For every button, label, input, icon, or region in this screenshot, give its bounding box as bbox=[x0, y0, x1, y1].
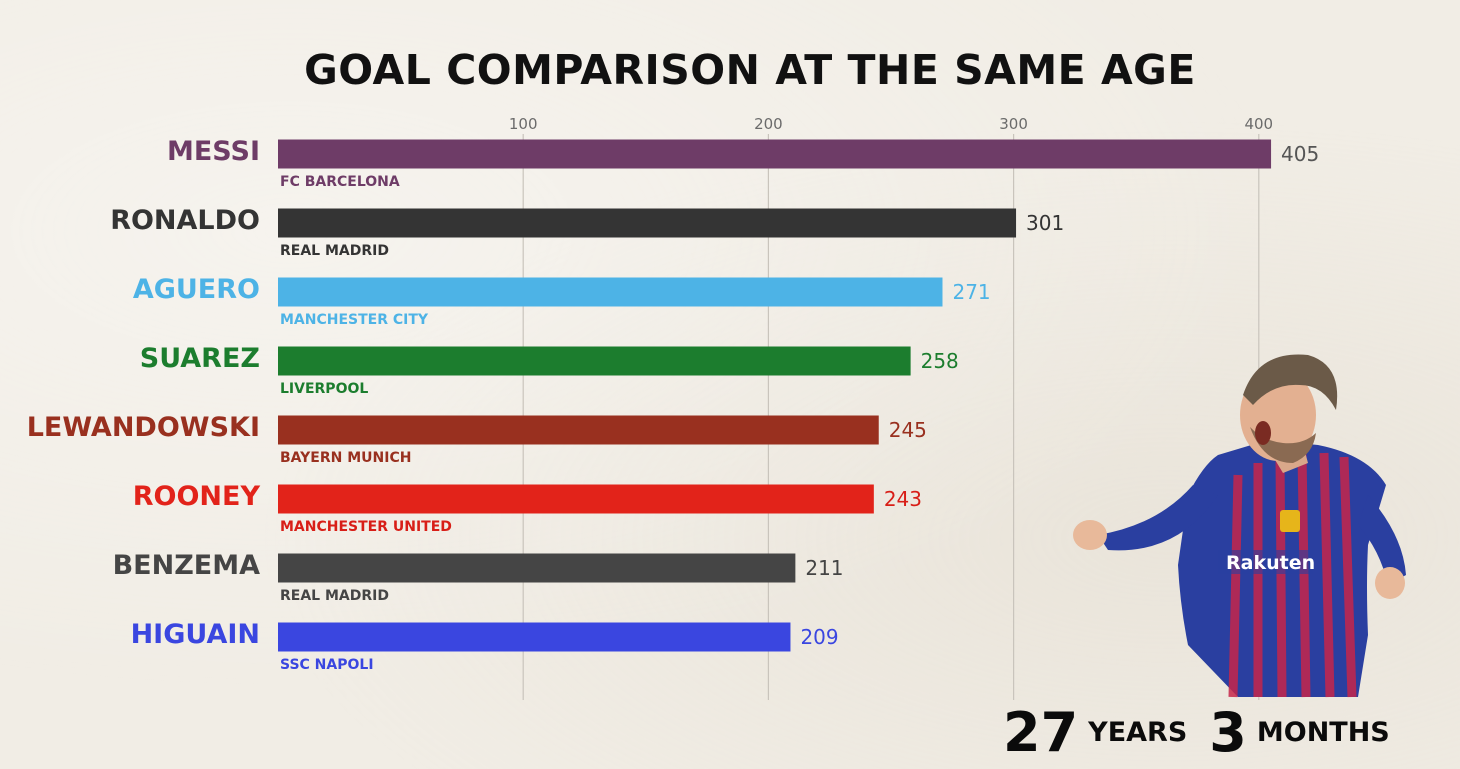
club-name-label: REAL MADRID bbox=[280, 588, 389, 604]
bar-value-label: 258 bbox=[920, 349, 959, 373]
bar-value-label: 245 bbox=[888, 418, 927, 442]
club-name-label: FC BARCELONA bbox=[280, 174, 400, 190]
club-name-label: MANCHESTER UNITED bbox=[280, 519, 452, 535]
club-name-label: BAYERN MUNICH bbox=[280, 450, 412, 466]
player-name-label: BENZEMA bbox=[112, 550, 260, 581]
svg-text:Rakuten: Rakuten bbox=[1226, 552, 1315, 574]
player-name-label: HIGUAIN bbox=[130, 619, 260, 650]
x-tick-label: 100 bbox=[509, 115, 538, 133]
player-photo-icon: Rakuten bbox=[1073, 354, 1406, 698]
bar-messi bbox=[278, 139, 1272, 169]
bar-benzema bbox=[278, 553, 796, 583]
x-tick-label: 400 bbox=[1244, 115, 1273, 133]
bar-value-label: 405 bbox=[1281, 142, 1320, 166]
player-name-label: MESSI bbox=[166, 136, 260, 167]
bar-value-label: 301 bbox=[1026, 211, 1065, 235]
player-name-label: SUAREZ bbox=[139, 343, 260, 374]
bar-value-label: 243 bbox=[883, 487, 923, 511]
bar-rooney bbox=[278, 484, 874, 514]
x-tick-label: 200 bbox=[754, 115, 783, 133]
age-months-label: MONTHS bbox=[1256, 717, 1390, 748]
age-years-value: 27 bbox=[1003, 701, 1079, 764]
bar-value-label: 211 bbox=[805, 556, 844, 580]
age-display: 27 YEARS 3 MONTHS bbox=[1003, 700, 1412, 766]
bar-lewandowski bbox=[278, 415, 879, 445]
bar-value-label: 271 bbox=[952, 280, 991, 304]
chart-title: GOAL COMPARISON AT THE SAME AGE bbox=[304, 46, 1196, 94]
age-months-value: 3 bbox=[1209, 701, 1247, 764]
club-name-label: REAL MADRID bbox=[280, 243, 389, 259]
bar-aguero bbox=[278, 277, 943, 307]
club-name-label: LIVERPOOL bbox=[280, 381, 369, 397]
player-name-label: AGUERO bbox=[132, 274, 260, 305]
bar-suarez bbox=[278, 346, 911, 376]
player-name-label: RONALDO bbox=[110, 205, 260, 236]
bar-value-label: 209 bbox=[800, 625, 839, 649]
player-name-label: LEWANDOWSKI bbox=[26, 412, 260, 443]
bar-ronaldo bbox=[278, 208, 1017, 238]
bar-higuain bbox=[278, 622, 791, 652]
club-name-label: MANCHESTER CITY bbox=[280, 312, 429, 328]
player-name-label: ROONEY bbox=[132, 481, 260, 512]
age-years-label: YEARS bbox=[1088, 717, 1188, 748]
x-tick-label: 300 bbox=[999, 115, 1028, 133]
club-name-label: SSC NAPOLI bbox=[280, 657, 374, 673]
